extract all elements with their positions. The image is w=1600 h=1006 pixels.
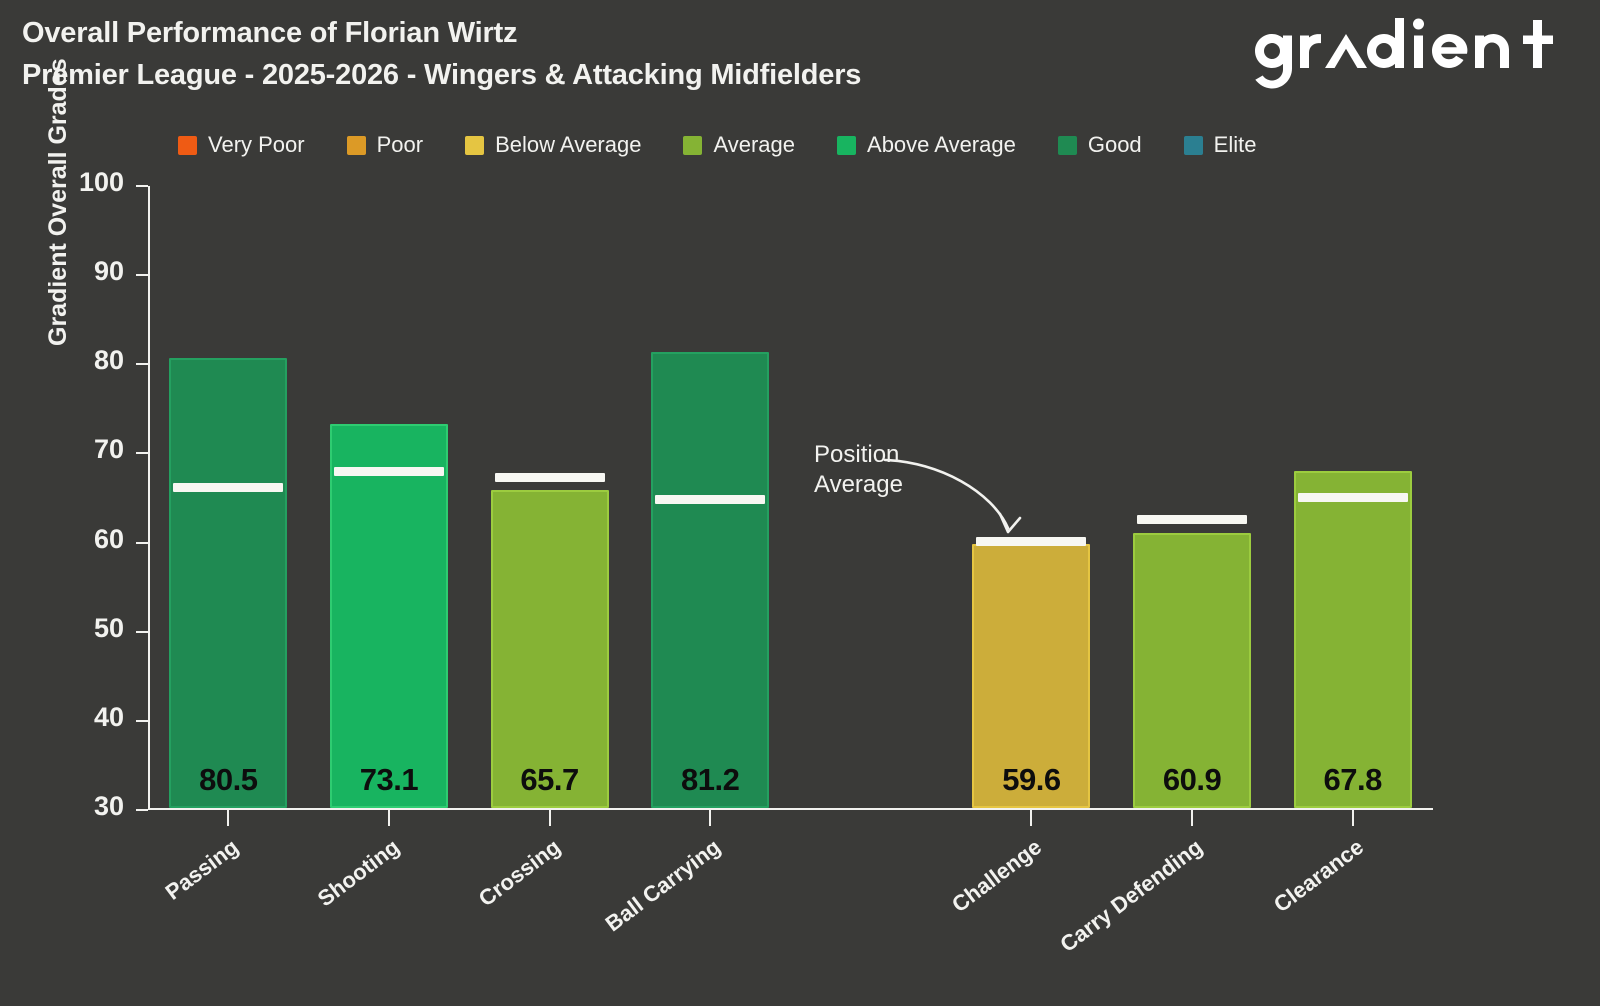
x-tick-mark: [709, 810, 712, 826]
y-tick-label: 100: [78, 167, 124, 197]
gradient-logo: [1255, 18, 1553, 89]
legend-swatch-good: [1057, 135, 1077, 155]
legend-swatch-poor: [346, 135, 366, 155]
y-tick-label: 90: [93, 256, 124, 287]
y-tick-label: 80: [93, 345, 124, 376]
legend-item-very-poor[interactable]: Very Poor: [178, 132, 305, 158]
x-tick-mark: [1351, 810, 1354, 826]
position-average-marker: [655, 494, 766, 504]
y-tick-mark: [136, 541, 148, 544]
x-tick-mark: [1191, 810, 1194, 826]
legend-item-good[interactable]: Good: [1057, 132, 1142, 158]
title-line-1: Overall Performance of Florian Wirtz: [22, 17, 518, 49]
x-tick-mark: [227, 810, 230, 826]
bar-crossing[interactable]: 65.7: [490, 489, 609, 808]
bar-carry-defending[interactable]: 60.9: [1133, 532, 1252, 808]
bar-challenge[interactable]: 59.6: [972, 544, 1091, 808]
y-axis-line: [148, 186, 150, 810]
legend-swatch-very-poor: [178, 135, 197, 155]
y-tick-mark: [136, 363, 148, 366]
legend-label-average: Average: [713, 132, 796, 157]
y-axis-label: Gradient Overall Grades: [44, 58, 72, 346]
position-average-marker: [494, 473, 605, 483]
legend-item-above-average[interactable]: Above Average: [837, 132, 1016, 158]
bar-value-label: 65.7: [520, 762, 579, 797]
position-average-marker: [173, 483, 284, 493]
y-tick-mark: [136, 274, 148, 277]
annotation-line-2: Average: [814, 471, 903, 498]
legend-label-elite: Elite: [1213, 132, 1257, 157]
annotation-arrow-icon: [883, 458, 1022, 534]
bar-shooting[interactable]: 73.1: [329, 423, 448, 808]
position-average-marker: [1297, 493, 1408, 503]
bar-value-label: 80.5: [199, 762, 258, 797]
y-tick-mark: [136, 809, 148, 811]
legend-swatch-below-average: [465, 135, 485, 155]
y-tick-label: 50: [93, 612, 124, 643]
bar-value-label: 60.9: [1162, 762, 1222, 797]
y-tick-label: 40: [93, 701, 124, 732]
position-average-marker: [1137, 515, 1248, 525]
annotation-line-1: Position: [814, 441, 900, 468]
legend: Very Poor Poor Below Average Average Abo…: [178, 128, 1298, 162]
position-average-annotation: Position Average: [814, 440, 903, 500]
legend-item-below-average[interactable]: Below Average: [465, 132, 641, 158]
legend-swatch-above-average: [837, 135, 857, 155]
legend-label-above-average: Above Average: [867, 132, 1016, 157]
bar-ball-carrying[interactable]: 81.2: [651, 351, 770, 808]
legend-item-elite[interactable]: Elite: [1183, 132, 1257, 158]
bar-passing[interactable]: 80.5: [169, 357, 288, 808]
bar-value-label: 59.6: [1002, 762, 1061, 797]
x-tick-mark: [548, 810, 551, 826]
y-tick-mark: [136, 185, 148, 187]
y-tick-label: 60: [93, 523, 124, 554]
legend-label-poor: Poor: [376, 132, 424, 157]
legend-item-average[interactable]: Average: [683, 132, 795, 158]
legend-label-below-average: Below Average: [495, 132, 642, 157]
title-line-2: Premier League - 2025-2026 - Wingers & A…: [22, 59, 862, 91]
position-average-marker: [976, 536, 1087, 546]
page-title: Overall Performance of Florian Wirtz Pre…: [22, 12, 861, 96]
x-tick-mark: [387, 810, 390, 826]
x-axis-line: [148, 808, 1433, 810]
bar-value-label: 73.1: [359, 762, 419, 797]
x-tick-mark: [1030, 810, 1033, 826]
legend-item-poor[interactable]: Poor: [346, 132, 424, 158]
legend-swatch-average: [683, 135, 703, 155]
y-tick-label: 70: [93, 434, 124, 465]
position-average-marker: [333, 467, 444, 477]
y-tick-mark: [136, 452, 148, 455]
y-tick-label: 30: [93, 791, 124, 821]
bar-value-label: 81.2: [681, 762, 740, 797]
y-tick-mark: [136, 719, 148, 722]
y-tick-mark: [136, 630, 148, 633]
legend-swatch-elite: [1183, 135, 1203, 155]
bar-clearance[interactable]: 67.8: [1293, 471, 1412, 808]
plot-area: Gradient Overall Grades 30 40 50 60 70 80 90 10…: [44, 58, 1433, 957]
legend-label-very-poor: Very Poor: [208, 132, 305, 157]
legend-label-good: Good: [1087, 132, 1142, 157]
bar-value-label: 67.8: [1323, 762, 1383, 797]
